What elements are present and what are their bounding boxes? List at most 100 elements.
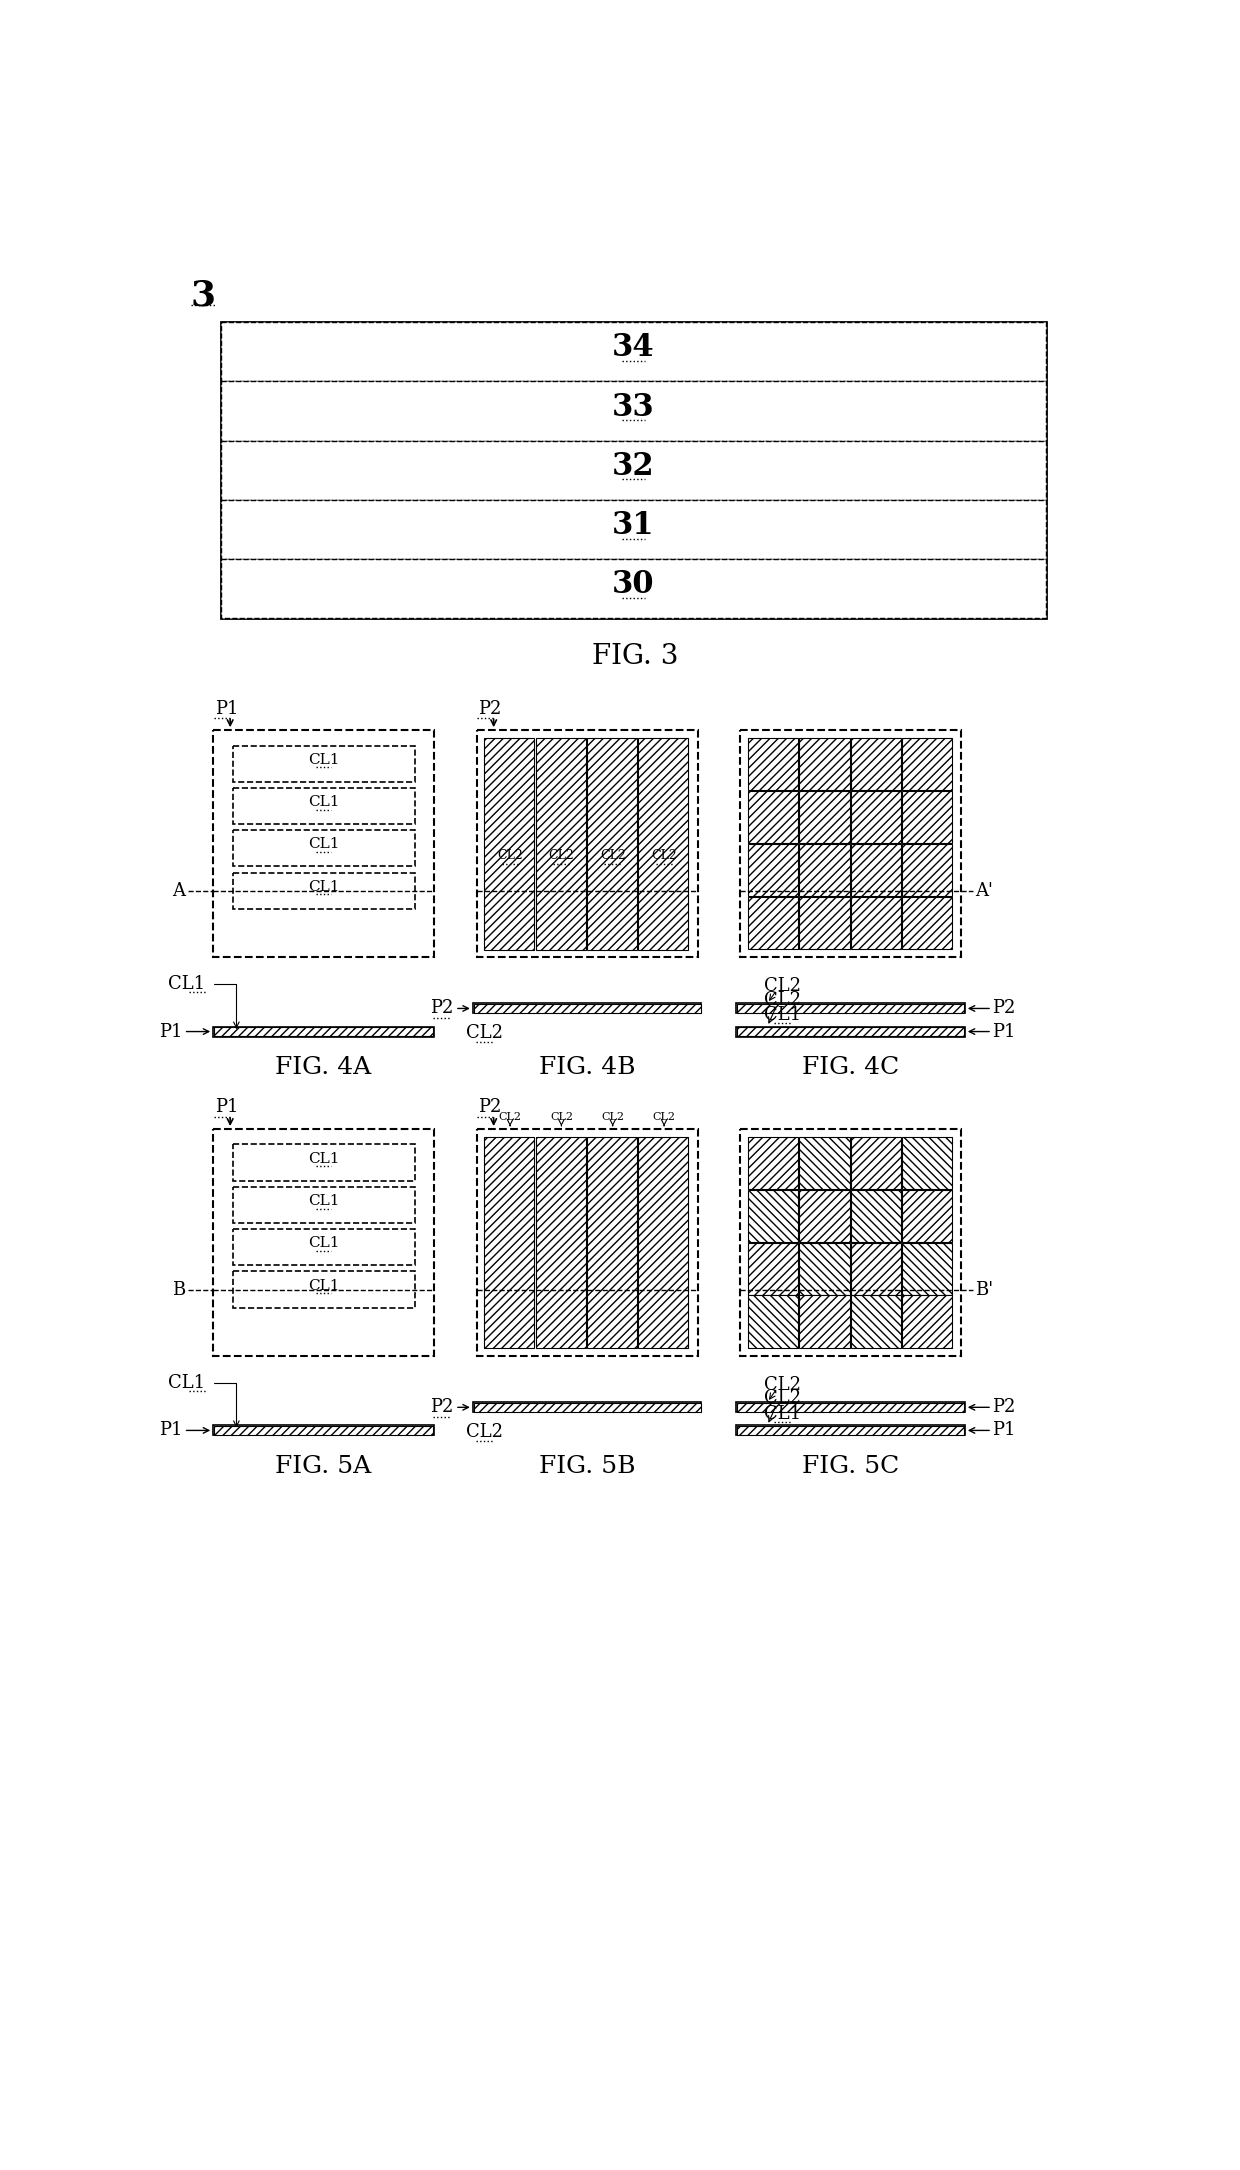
Text: A: A (172, 881, 185, 901)
Bar (233, 1272, 414, 1309)
Text: FIG. 5C: FIG. 5C (802, 1454, 899, 1478)
Bar (215, 1026, 433, 1035)
Text: FIG. 4B: FIG. 4B (539, 1057, 635, 1078)
Bar (748, 1295, 799, 1348)
Text: CL1: CL1 (169, 974, 206, 994)
Bar (748, 1243, 799, 1295)
Text: A': A' (975, 881, 993, 901)
Bar (901, 896, 952, 948)
Bar (737, 1402, 965, 1413)
Text: CL2: CL2 (497, 848, 523, 861)
Bar (740, 729, 961, 957)
Bar (221, 499, 1047, 560)
Text: CL2: CL2 (764, 976, 801, 994)
Text: B: B (171, 1280, 185, 1298)
Text: CL2: CL2 (764, 1389, 801, 1408)
Bar (851, 844, 901, 896)
Bar (737, 1026, 965, 1035)
Bar (851, 790, 901, 842)
Bar (476, 729, 697, 957)
Text: P2: P2 (992, 1000, 1016, 1018)
Text: P1: P1 (159, 1022, 182, 1042)
Bar (213, 1128, 434, 1356)
Text: FIG. 4A: FIG. 4A (275, 1057, 372, 1078)
Text: CL1: CL1 (308, 1237, 340, 1250)
Bar (800, 790, 849, 842)
Text: P1: P1 (215, 699, 238, 718)
Bar (213, 1426, 434, 1434)
Bar (737, 1005, 965, 1013)
Text: 31: 31 (613, 510, 655, 540)
Bar (901, 790, 952, 842)
Text: CL2: CL2 (498, 1113, 522, 1122)
Bar (901, 738, 952, 790)
Text: CL2: CL2 (651, 848, 677, 861)
Bar (215, 1426, 433, 1434)
Bar (800, 1189, 849, 1241)
Bar (851, 1137, 901, 1189)
Text: CL2: CL2 (601, 1113, 624, 1122)
Bar (233, 831, 414, 866)
Bar (737, 1026, 965, 1037)
Bar (851, 1189, 901, 1241)
Bar (233, 1144, 414, 1180)
Text: CL1: CL1 (308, 1152, 340, 1165)
Text: CL2: CL2 (764, 990, 801, 1009)
Bar (737, 1426, 965, 1434)
Text: CL1: CL1 (308, 1278, 340, 1293)
Text: CL2: CL2 (466, 1424, 503, 1441)
Bar (233, 746, 414, 781)
Text: CL2: CL2 (466, 1024, 503, 1042)
Bar (233, 1228, 414, 1265)
Bar (748, 1189, 799, 1241)
Bar (221, 321, 1047, 618)
Bar (639, 738, 688, 950)
Text: B': B' (975, 1280, 993, 1298)
Bar (800, 896, 849, 948)
Bar (901, 1243, 952, 1295)
Text: CL1: CL1 (764, 1404, 801, 1424)
Text: CL1: CL1 (308, 838, 340, 851)
Bar (748, 790, 799, 842)
Bar (800, 844, 849, 896)
Text: CL2: CL2 (652, 1113, 676, 1122)
Bar (221, 560, 1047, 618)
Bar (901, 1189, 952, 1241)
Text: FIG. 3: FIG. 3 (593, 644, 678, 671)
Bar (740, 1128, 961, 1356)
Bar (901, 1137, 952, 1189)
Text: FIG. 5B: FIG. 5B (539, 1454, 635, 1478)
Bar (587, 738, 637, 950)
Bar (474, 1005, 701, 1013)
Text: 33: 33 (613, 391, 655, 423)
Bar (485, 1137, 534, 1348)
Bar (901, 1295, 952, 1348)
Text: 32: 32 (613, 451, 655, 482)
Text: CL1: CL1 (169, 1374, 206, 1393)
Text: P2: P2 (479, 699, 501, 718)
Bar (639, 1137, 688, 1348)
Bar (851, 1295, 901, 1348)
Bar (737, 1426, 965, 1434)
Bar (737, 1003, 965, 1013)
Text: CL2: CL2 (548, 848, 574, 861)
Bar (221, 382, 1047, 441)
Bar (748, 738, 799, 790)
Bar (485, 738, 534, 950)
Bar (474, 1404, 701, 1410)
Text: CL1: CL1 (308, 794, 340, 809)
Bar (536, 1137, 585, 1348)
Bar (748, 896, 799, 948)
Text: FIG. 4C: FIG. 4C (802, 1057, 899, 1078)
Bar (213, 729, 434, 957)
Text: CL1: CL1 (308, 753, 340, 766)
Text: P2: P2 (479, 1098, 501, 1115)
Text: CL2: CL2 (764, 1376, 801, 1393)
Bar (748, 844, 799, 896)
Text: CL1: CL1 (764, 1007, 801, 1024)
Bar (476, 1128, 697, 1356)
Bar (737, 1404, 965, 1410)
Bar (851, 896, 901, 948)
Bar (800, 1137, 849, 1189)
Text: CL2: CL2 (600, 848, 626, 861)
